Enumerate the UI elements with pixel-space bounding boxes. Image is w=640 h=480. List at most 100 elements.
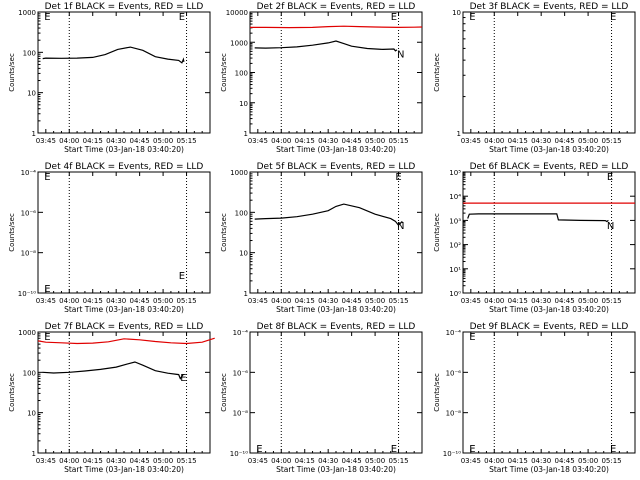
- y-tick-label: 1: [32, 130, 36, 138]
- x-tick-label: 03:45: [36, 137, 56, 145]
- panel-det-8: Det 8f BLACK = Events, RED = LLD 03:45 04:…: [220, 322, 423, 474]
- flag-marker-label: E: [179, 271, 185, 282]
- x-tick-label: 05:00: [153, 137, 173, 145]
- flag-marker-label: E: [469, 332, 475, 343]
- y-tick-label: 10⁻⁶: [233, 369, 249, 377]
- x-tick-label: 05:00: [365, 137, 385, 145]
- y-axis-label: Counts/sec: [8, 373, 16, 412]
- plot-frame: [37, 11, 211, 134]
- x-tick-label: 04:00: [59, 137, 79, 145]
- x-tick-label: 05:00: [578, 137, 598, 145]
- x-axis-label: Start Time (03-Jan-18 03:40:20): [489, 465, 609, 474]
- flag-marker-label: E: [256, 444, 262, 455]
- x-tick-label: 04:30: [531, 137, 551, 145]
- lld-series-line: [250, 25, 423, 29]
- y-tick-label: 10⁵: [449, 169, 461, 177]
- panel-title: Det 6f BLACK = Events, RED = LLD: [470, 162, 629, 172]
- flag-marker-label: N: [397, 49, 404, 60]
- flag-marker-label: E: [610, 444, 616, 455]
- y-tick-label: 1000: [18, 9, 36, 17]
- x-tick-label: 04:00: [271, 297, 291, 305]
- x-tick-label: 04:15: [295, 137, 315, 145]
- x-tick-label: 05:15: [601, 457, 621, 465]
- x-tick-label: 05:00: [578, 297, 598, 305]
- y-axis-label: Counts/sec: [220, 373, 228, 412]
- x-tick-label: 04:45: [555, 297, 575, 305]
- y-tick-label: 1: [244, 290, 248, 298]
- y-tick-label: 1000: [230, 169, 248, 177]
- x-tick-label: 05:15: [176, 297, 196, 305]
- y-axis-label: Counts/sec: [433, 373, 441, 412]
- plot-frame: [249, 331, 423, 454]
- plot-frame: [462, 11, 636, 134]
- x-tick-label: 04:00: [484, 457, 504, 465]
- events-series-line: [467, 213, 609, 223]
- x-tick-label: 04:45: [342, 457, 362, 465]
- x-axis-label: Start Time (03-Jan-18 03:40:20): [276, 145, 396, 154]
- flag-marker-label: E: [44, 172, 50, 183]
- x-tick-label: 04:30: [318, 457, 338, 465]
- flag-marker-label: E: [44, 284, 50, 295]
- x-tick-label: 04:30: [106, 297, 126, 305]
- y-tick-label: 1: [32, 450, 36, 458]
- panel-title: Det 4f BLACK = Events, RED = LLD: [45, 162, 204, 172]
- x-tick-label: 04:15: [83, 297, 103, 305]
- x-axis-label: Start Time (03-Jan-18 03:40:20): [489, 305, 609, 314]
- panel-title: Det 8f BLACK = Events, RED = LLD: [257, 322, 416, 332]
- x-tick-label: 04:00: [271, 137, 291, 145]
- events-series-line: [42, 46, 185, 64]
- flag-marker-label: E: [469, 444, 475, 455]
- y-axis-label: Counts/sec: [220, 213, 228, 252]
- y-tick-label: 10²: [449, 242, 461, 250]
- plot-frame: [249, 11, 423, 134]
- y-tick-label: 1000: [230, 39, 248, 47]
- x-tick-label: 04:30: [531, 297, 551, 305]
- x-tick-label: 03:45: [248, 457, 268, 465]
- flag-marker-label: N: [397, 221, 404, 232]
- x-tick-label: 04:30: [106, 457, 126, 465]
- x-tick-label: 04:30: [318, 137, 338, 145]
- y-axis-label: Counts/sec: [433, 213, 441, 252]
- plot-frame: [249, 171, 423, 294]
- y-tick-label: 10: [27, 410, 36, 418]
- y-tick-label: 100: [235, 70, 248, 78]
- x-tick-label: 05:15: [388, 297, 408, 305]
- x-tick-label: 04:00: [59, 457, 79, 465]
- flag-marker-label: E: [179, 12, 185, 23]
- y-tick-label: 10³: [449, 217, 461, 225]
- x-axis-label: Start Time (03-Jan-18 03:40:20): [64, 145, 184, 154]
- x-tick-label: 05:15: [176, 137, 196, 145]
- y-tick-label: 10⁻¹⁰: [443, 450, 461, 458]
- x-tick-label: 03:45: [248, 297, 268, 305]
- plot-frame: [37, 331, 211, 454]
- y-tick-label: 100: [23, 49, 36, 57]
- x-tick-label: 05:15: [388, 457, 408, 465]
- x-tick-label: 04:45: [130, 137, 150, 145]
- panel-title: Det 9f BLACK = Events, RED = LLD: [470, 322, 629, 332]
- x-tick-label: 03:45: [461, 137, 481, 145]
- x-tick-label: 04:45: [555, 137, 575, 145]
- x-tick-label: 03:45: [461, 297, 481, 305]
- panel-title: Det 7f BLACK = Events, RED = LLD: [45, 322, 204, 332]
- flag-marker-label: E: [180, 373, 186, 384]
- y-tick-label: 10⁻⁸: [21, 250, 37, 258]
- y-tick-label: 10⁻¹⁰: [230, 450, 248, 458]
- y-axis-label: Counts/sec: [8, 213, 16, 252]
- x-tick-label: 05:00: [365, 457, 385, 465]
- events-series-line: [254, 203, 404, 227]
- x-tick-label: 04:00: [484, 297, 504, 305]
- y-axis-label: Counts/sec: [8, 53, 16, 92]
- x-tick-label: 04:45: [342, 297, 362, 305]
- x-tick-label: 05:00: [153, 457, 173, 465]
- y-tick-label: 1000: [18, 329, 36, 337]
- flag-marker-label: E: [44, 332, 50, 343]
- y-tick-label: 10⁻⁸: [446, 410, 462, 418]
- flag-marker-label: E: [44, 12, 50, 23]
- y-tick-label: 100: [23, 369, 36, 377]
- x-tick-label: 05:15: [176, 457, 196, 465]
- y-tick-label: 10⁻⁸: [233, 410, 249, 418]
